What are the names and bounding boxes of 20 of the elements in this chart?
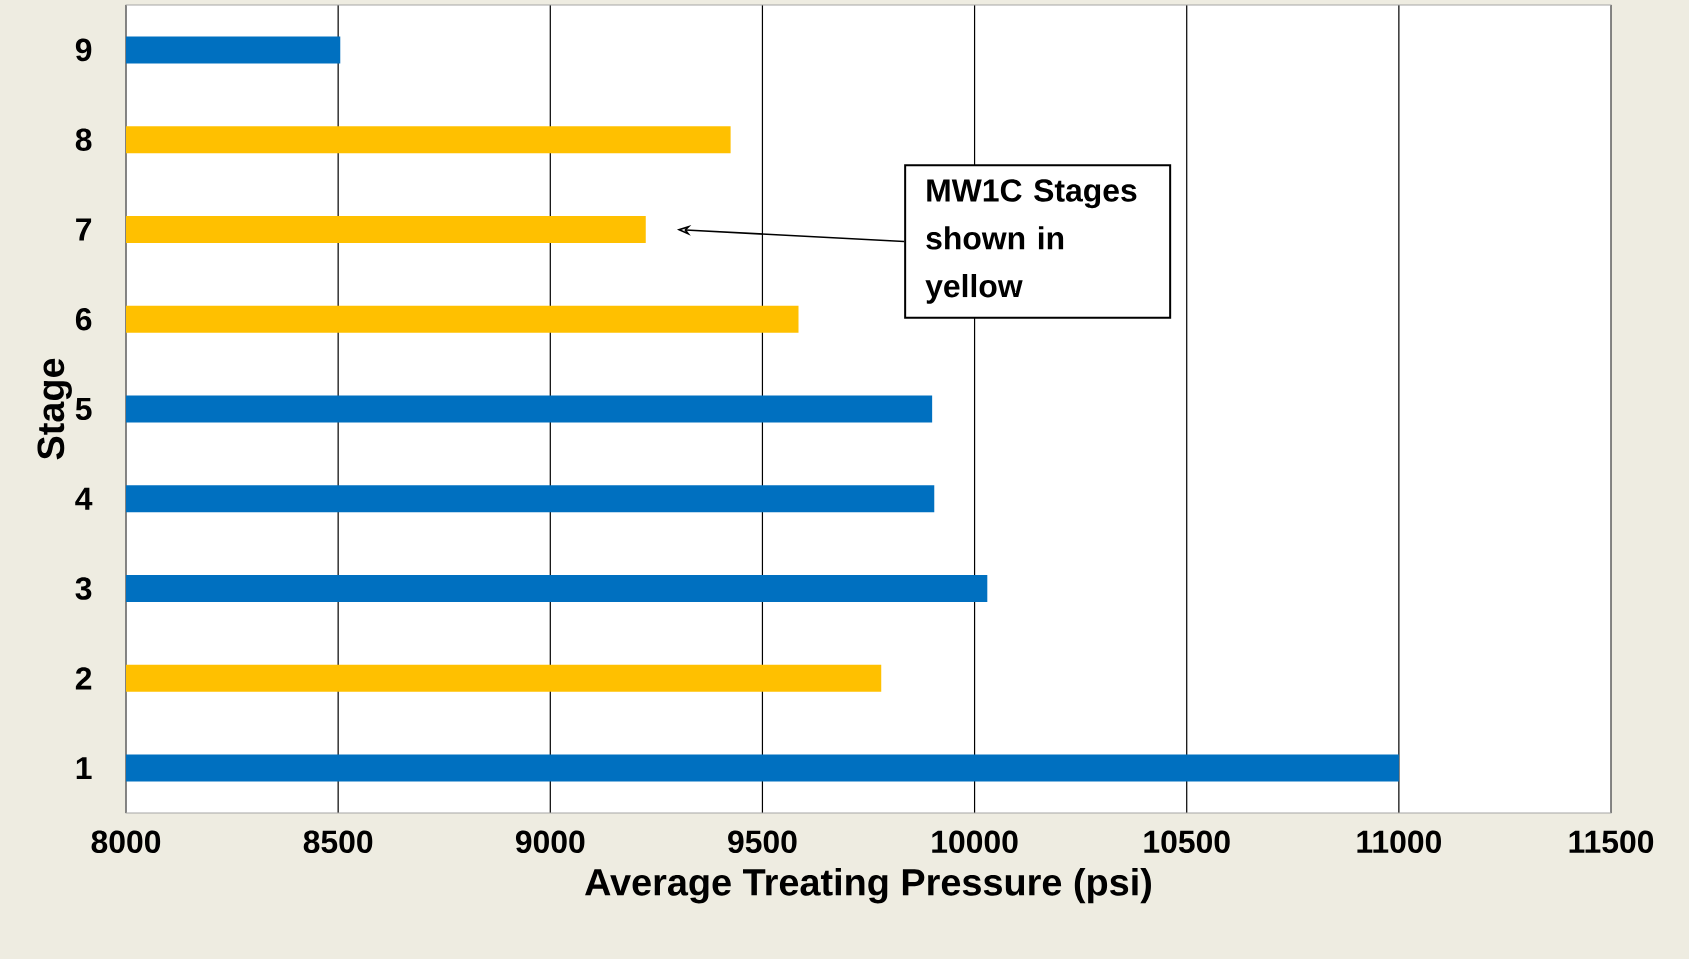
- x-tick-label: 10500: [1144, 830, 1230, 854]
- annotation: MW1C Stages shown in yellow: [925, 179, 1137, 304]
- y-tick-label: 4: [75, 487, 93, 510]
- y-tick-label: 9: [75, 38, 92, 62]
- x-tick-label: 9000: [515, 830, 585, 854]
- y-tick-label: 7: [76, 218, 92, 241]
- x-tick-label: 9500: [728, 830, 797, 854]
- y-tick-label: 6: [75, 307, 92, 331]
- x-axis-title: Average Treating Pressure (psi): [585, 867, 1151, 904]
- x-tick-label: 11500: [1569, 830, 1654, 854]
- y-axis-title: Stage: [37, 358, 72, 460]
- y-tick-label: 3: [75, 577, 92, 600]
- y-tick-label: 2: [75, 667, 92, 690]
- x-tick-label: 8500: [303, 830, 373, 854]
- y-tick-label: 1: [76, 757, 92, 780]
- x-tick-label: 8000: [91, 830, 161, 854]
- x-tick-label: 11000: [1357, 830, 1441, 854]
- x-tick-label: 10000: [932, 830, 1018, 854]
- y-tick-label: 8: [75, 128, 92, 151]
- y-tick-label: 5: [75, 397, 92, 421]
